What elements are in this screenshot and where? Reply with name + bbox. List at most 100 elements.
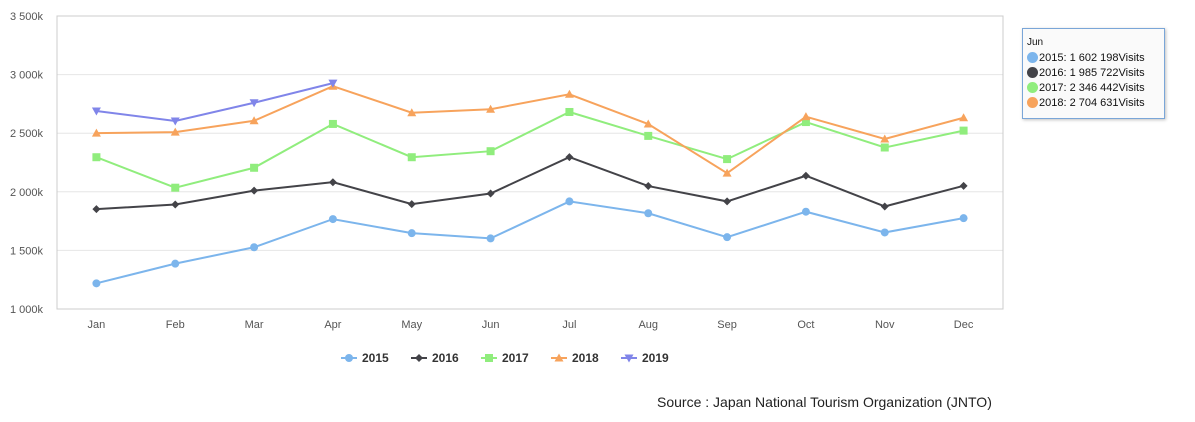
- source-note: Source : Japan National Tourism Organiza…: [657, 394, 992, 410]
- data-point[interactable]: [91, 107, 101, 116]
- data-point[interactable]: [328, 178, 337, 187]
- series-2016[interactable]: [92, 153, 968, 214]
- data-point[interactable]: [407, 200, 416, 209]
- data-point[interactable]: [564, 89, 574, 98]
- data-point[interactable]: [959, 181, 968, 190]
- series-dot-icon: [1027, 97, 1038, 108]
- data-point[interactable]: [723, 155, 732, 164]
- data-point[interactable]: [565, 197, 574, 206]
- data-point[interactable]: [880, 134, 890, 143]
- data-point[interactable]: [801, 112, 811, 121]
- x-axis-labels: Jan Feb Mar Apr May Jun Jul Aug Sep Oct Nov Dec: [88, 319, 974, 331]
- data-point[interactable]: [328, 119, 337, 128]
- data-point[interactable]: [959, 126, 968, 135]
- legend-marker-icon: [554, 353, 564, 362]
- y-tick-label: 3 500k: [10, 11, 44, 23]
- data-point[interactable]: [91, 128, 101, 137]
- data-point[interactable]: [486, 104, 496, 113]
- tooltip-row-text: 2017: 2 346 442Visits: [1039, 81, 1145, 94]
- legend-item-2018[interactable]: 2018: [551, 351, 599, 365]
- data-point[interactable]: [959, 214, 968, 223]
- data-point[interactable]: [486, 147, 495, 156]
- data-point[interactable]: [170, 127, 180, 136]
- series-line[interactable]: [96, 200, 964, 285]
- legend-item-2015[interactable]: 2015: [341, 351, 389, 365]
- data-point[interactable]: [171, 200, 180, 209]
- data-point[interactable]: [250, 163, 259, 172]
- y-tick-label: 2 000k: [10, 187, 44, 199]
- data-point[interactable]: [644, 182, 653, 191]
- data-point[interactable]: [880, 228, 889, 237]
- data-point[interactable]: [328, 215, 337, 224]
- data-point[interactable]: [801, 118, 810, 127]
- data-point[interactable]: [170, 117, 180, 126]
- data-point[interactable]: [250, 243, 259, 252]
- data-point[interactable]: [565, 107, 574, 116]
- data-point[interactable]: [801, 171, 810, 180]
- data-point[interactable]: [959, 113, 969, 122]
- x-tick-label: Jun: [482, 319, 500, 331]
- data-point[interactable]: [92, 279, 101, 288]
- tooltip-row-2015: 2015: 1 602 198Visits: [1027, 50, 1164, 65]
- series-line[interactable]: [96, 82, 334, 123]
- data-point[interactable]: [171, 259, 180, 268]
- x-tick-label: Feb: [166, 319, 185, 331]
- data-point[interactable]: [92, 153, 101, 162]
- series-2015[interactable]: [92, 197, 968, 288]
- x-tick-label: Aug: [638, 319, 658, 331]
- series-2019[interactable]: [91, 79, 338, 126]
- data-point[interactable]: [328, 79, 338, 88]
- legend: 2015 2016 2017 2018 2019: [341, 351, 669, 365]
- data-point[interactable]: [407, 229, 416, 238]
- legend-item-2017[interactable]: 2017: [481, 351, 529, 365]
- series-2018[interactable]: [91, 81, 969, 177]
- x-tick-label: Apr: [324, 319, 341, 331]
- data-point[interactable]: [880, 202, 889, 211]
- data-point[interactable]: [801, 207, 810, 216]
- series-dot-icon: [1027, 52, 1038, 63]
- data-point[interactable]: [407, 108, 417, 117]
- series-lines: [91, 79, 969, 288]
- data-point[interactable]: [643, 119, 653, 128]
- data-point[interactable]: [723, 197, 732, 206]
- x-tick-label: Dec: [954, 319, 974, 331]
- data-point[interactable]: [486, 189, 495, 198]
- data-point[interactable]: [486, 234, 495, 243]
- data-point[interactable]: [565, 153, 574, 162]
- data-point[interactable]: [92, 205, 101, 214]
- data-point[interactable]: [249, 99, 259, 108]
- y-tick-label: 1 000k: [10, 304, 44, 316]
- data-point[interactable]: [249, 116, 259, 125]
- tooltip-row-2017: 2017: 2 346 442Visits: [1027, 80, 1164, 95]
- data-point[interactable]: [722, 168, 732, 177]
- x-tick-label: Mar: [245, 319, 264, 331]
- data-point[interactable]: [171, 183, 180, 192]
- series-line[interactable]: [96, 110, 964, 189]
- x-tick-label: Oct: [797, 319, 814, 331]
- y-tick-label: 3 000k: [10, 70, 44, 82]
- tooltip-row-2018: 2018: 2 704 631Visits: [1027, 95, 1164, 110]
- tooltip-row-2016: 2016: 1 985 722Visits: [1027, 65, 1164, 80]
- data-point[interactable]: [250, 186, 259, 195]
- data-point[interactable]: [644, 131, 653, 140]
- series-line[interactable]: [96, 85, 964, 175]
- series-line[interactable]: [96, 156, 964, 211]
- x-tick-label: May: [401, 319, 422, 331]
- legend-marker-icon: [624, 354, 634, 363]
- tooltip-row-text: 2018: 2 704 631Visits: [1039, 96, 1145, 109]
- data-point[interactable]: [407, 153, 416, 162]
- legend-label: 2018: [572, 351, 599, 365]
- data-point[interactable]: [880, 143, 889, 152]
- legend-marker-icon: [345, 354, 353, 362]
- legend-item-2016[interactable]: 2016: [411, 351, 459, 365]
- legend-label: 2017: [502, 351, 529, 365]
- data-point[interactable]: [723, 233, 732, 242]
- x-tick-label: Jul: [562, 319, 576, 331]
- data-point[interactable]: [644, 209, 653, 218]
- series-2017[interactable]: [92, 107, 968, 192]
- tooltip: Jun 2015: 1 602 198Visits 2016: 1 985 72…: [1022, 28, 1165, 119]
- tooltip-row-text: 2016: 1 985 722Visits: [1039, 66, 1145, 79]
- x-tick-label: Nov: [875, 319, 895, 331]
- legend-label: 2016: [432, 351, 459, 365]
- legend-item-2019[interactable]: 2019: [621, 351, 669, 365]
